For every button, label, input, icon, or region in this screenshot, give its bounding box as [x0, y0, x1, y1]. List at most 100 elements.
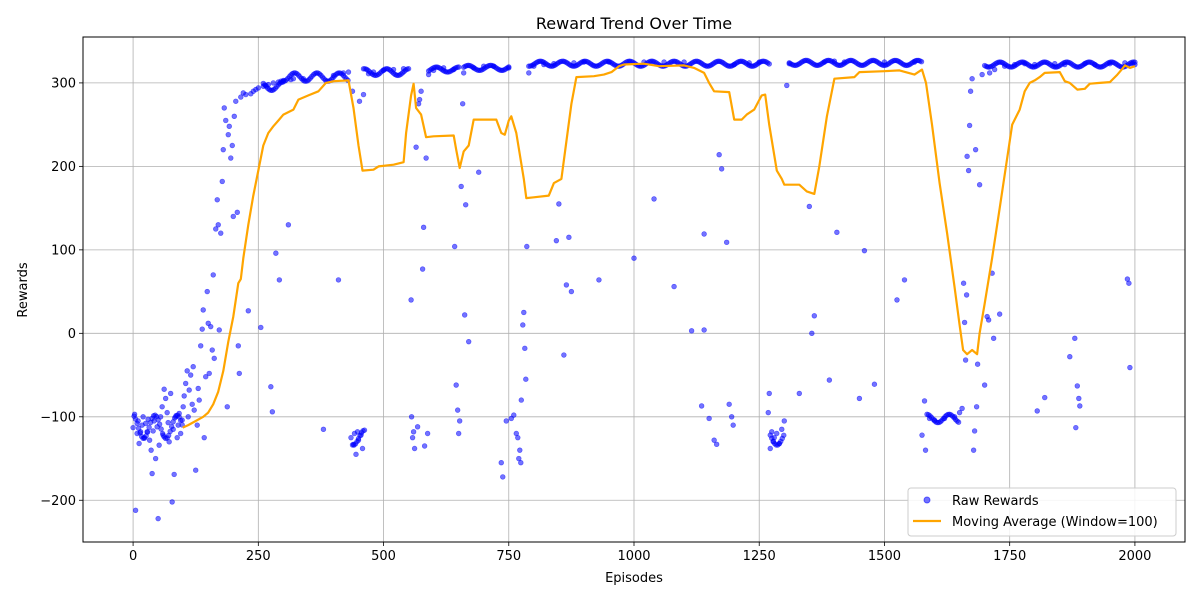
raw-reward-point [561, 352, 567, 358]
raw-reward-point [162, 395, 169, 402]
raw-reward-point [1073, 424, 1079, 431]
chart-title: Reward Trend Over Time [536, 14, 732, 33]
raw-reward-point [834, 229, 840, 236]
raw-reward-point [408, 297, 414, 303]
raw-reward-point [806, 203, 813, 210]
raw-reward-point [149, 470, 155, 477]
raw-reward-point [811, 313, 818, 319]
raw-reward-point [979, 71, 985, 78]
raw-reward-point [419, 266, 426, 272]
raw-reward-point [556, 201, 562, 207]
raw-reward-point [1067, 353, 1073, 360]
raw-reward-point [220, 146, 226, 153]
raw-reward-point [413, 144, 419, 150]
raw-reward-point [231, 113, 237, 119]
raw-reward-point [922, 447, 929, 453]
raw-reward-point [520, 322, 526, 328]
raw-reward-point [229, 142, 235, 149]
raw-reward-point [973, 404, 980, 410]
raw-reward-point [524, 243, 530, 250]
raw-reward-point [134, 420, 140, 427]
raw-reward-point [405, 66, 412, 72]
raw-reward-point [730, 422, 736, 428]
raw-reward-point [218, 230, 224, 236]
raw-reward-point [1132, 59, 1138, 65]
raw-reward-point [711, 437, 717, 443]
x-tick-label: 500 [371, 549, 396, 564]
raw-reward-point [517, 447, 523, 453]
raw-reward-point [353, 451, 359, 458]
raw-reward-point [459, 101, 466, 107]
raw-reward-point [144, 429, 151, 435]
raw-reward-point [779, 426, 785, 433]
raw-reward-point [506, 64, 512, 70]
raw-reward-point [596, 277, 602, 283]
raw-reward-point [167, 390, 174, 397]
raw-reward-point [348, 434, 354, 441]
raw-reward-point [990, 335, 997, 342]
raw-reward-point [965, 167, 972, 174]
raw-reward-point [631, 255, 637, 261]
raw-reward-point [701, 231, 707, 237]
y-tick-label: 200 [51, 160, 76, 175]
raw-reward-point [132, 507, 139, 513]
raw-reward-point [563, 282, 570, 288]
raw-reward-point [185, 414, 191, 420]
raw-reward-point [981, 382, 988, 388]
raw-reward-point [206, 370, 212, 377]
raw-reward-point [985, 317, 992, 323]
raw-reward-point [1042, 394, 1048, 401]
raw-reward-point [416, 96, 423, 103]
raw-reward-point [168, 423, 175, 430]
raw-reward-point [1034, 408, 1040, 414]
raw-reward-point [451, 243, 458, 250]
raw-reward-point [566, 234, 572, 241]
raw-reward-point [781, 432, 787, 438]
raw-reward-point [498, 460, 504, 466]
raw-reward-point [270, 80, 277, 86]
raw-reward-point [986, 70, 993, 76]
raw-reward-point [150, 428, 156, 434]
x-tick-label: 1000 [617, 549, 650, 564]
raw-reward-point [972, 146, 979, 153]
x-tick-label: 1250 [743, 549, 776, 564]
raw-reward-point [194, 422, 200, 428]
raw-reward-point [856, 395, 863, 402]
raw-reward-point [156, 421, 163, 427]
raw-reward-point [146, 437, 153, 443]
raw-reward-point [766, 61, 772, 67]
x-tick-label: 750 [496, 549, 521, 564]
raw-reward-point [146, 424, 152, 431]
raw-reward-point [411, 445, 418, 452]
raw-reward-point [476, 169, 482, 175]
raw-reward-point [970, 447, 977, 453]
raw-reward-point [190, 364, 196, 370]
raw-reward-point [959, 405, 965, 412]
raw-reward-point [409, 434, 416, 441]
raw-reward-point [706, 415, 712, 422]
legend-box [907, 487, 1177, 537]
raw-reward-point [701, 327, 707, 333]
raw-reward-point [221, 105, 227, 111]
raw-reward-point [177, 417, 184, 424]
raw-reward-point [203, 374, 209, 380]
raw-reward-point [503, 418, 509, 424]
raw-reward-point [456, 418, 463, 424]
raw-reward-point [269, 409, 276, 415]
raw-reward-point [767, 445, 773, 452]
raw-reward-point [956, 409, 963, 416]
raw-reward-point [155, 515, 161, 522]
raw-reward-point [963, 292, 970, 298]
raw-reward-point [894, 297, 900, 303]
raw-reward-point [181, 393, 187, 399]
raw-reward-point [167, 428, 173, 435]
raw-reward-point [169, 499, 175, 505]
raw-reward-point [186, 387, 192, 393]
x-tick-label: 2000 [1118, 549, 1151, 564]
raw-reward-point [182, 380, 189, 387]
raw-reward-point [420, 224, 427, 231]
raw-reward-point [211, 355, 217, 362]
raw-reward-point [223, 117, 229, 124]
raw-reward-point [458, 183, 464, 190]
